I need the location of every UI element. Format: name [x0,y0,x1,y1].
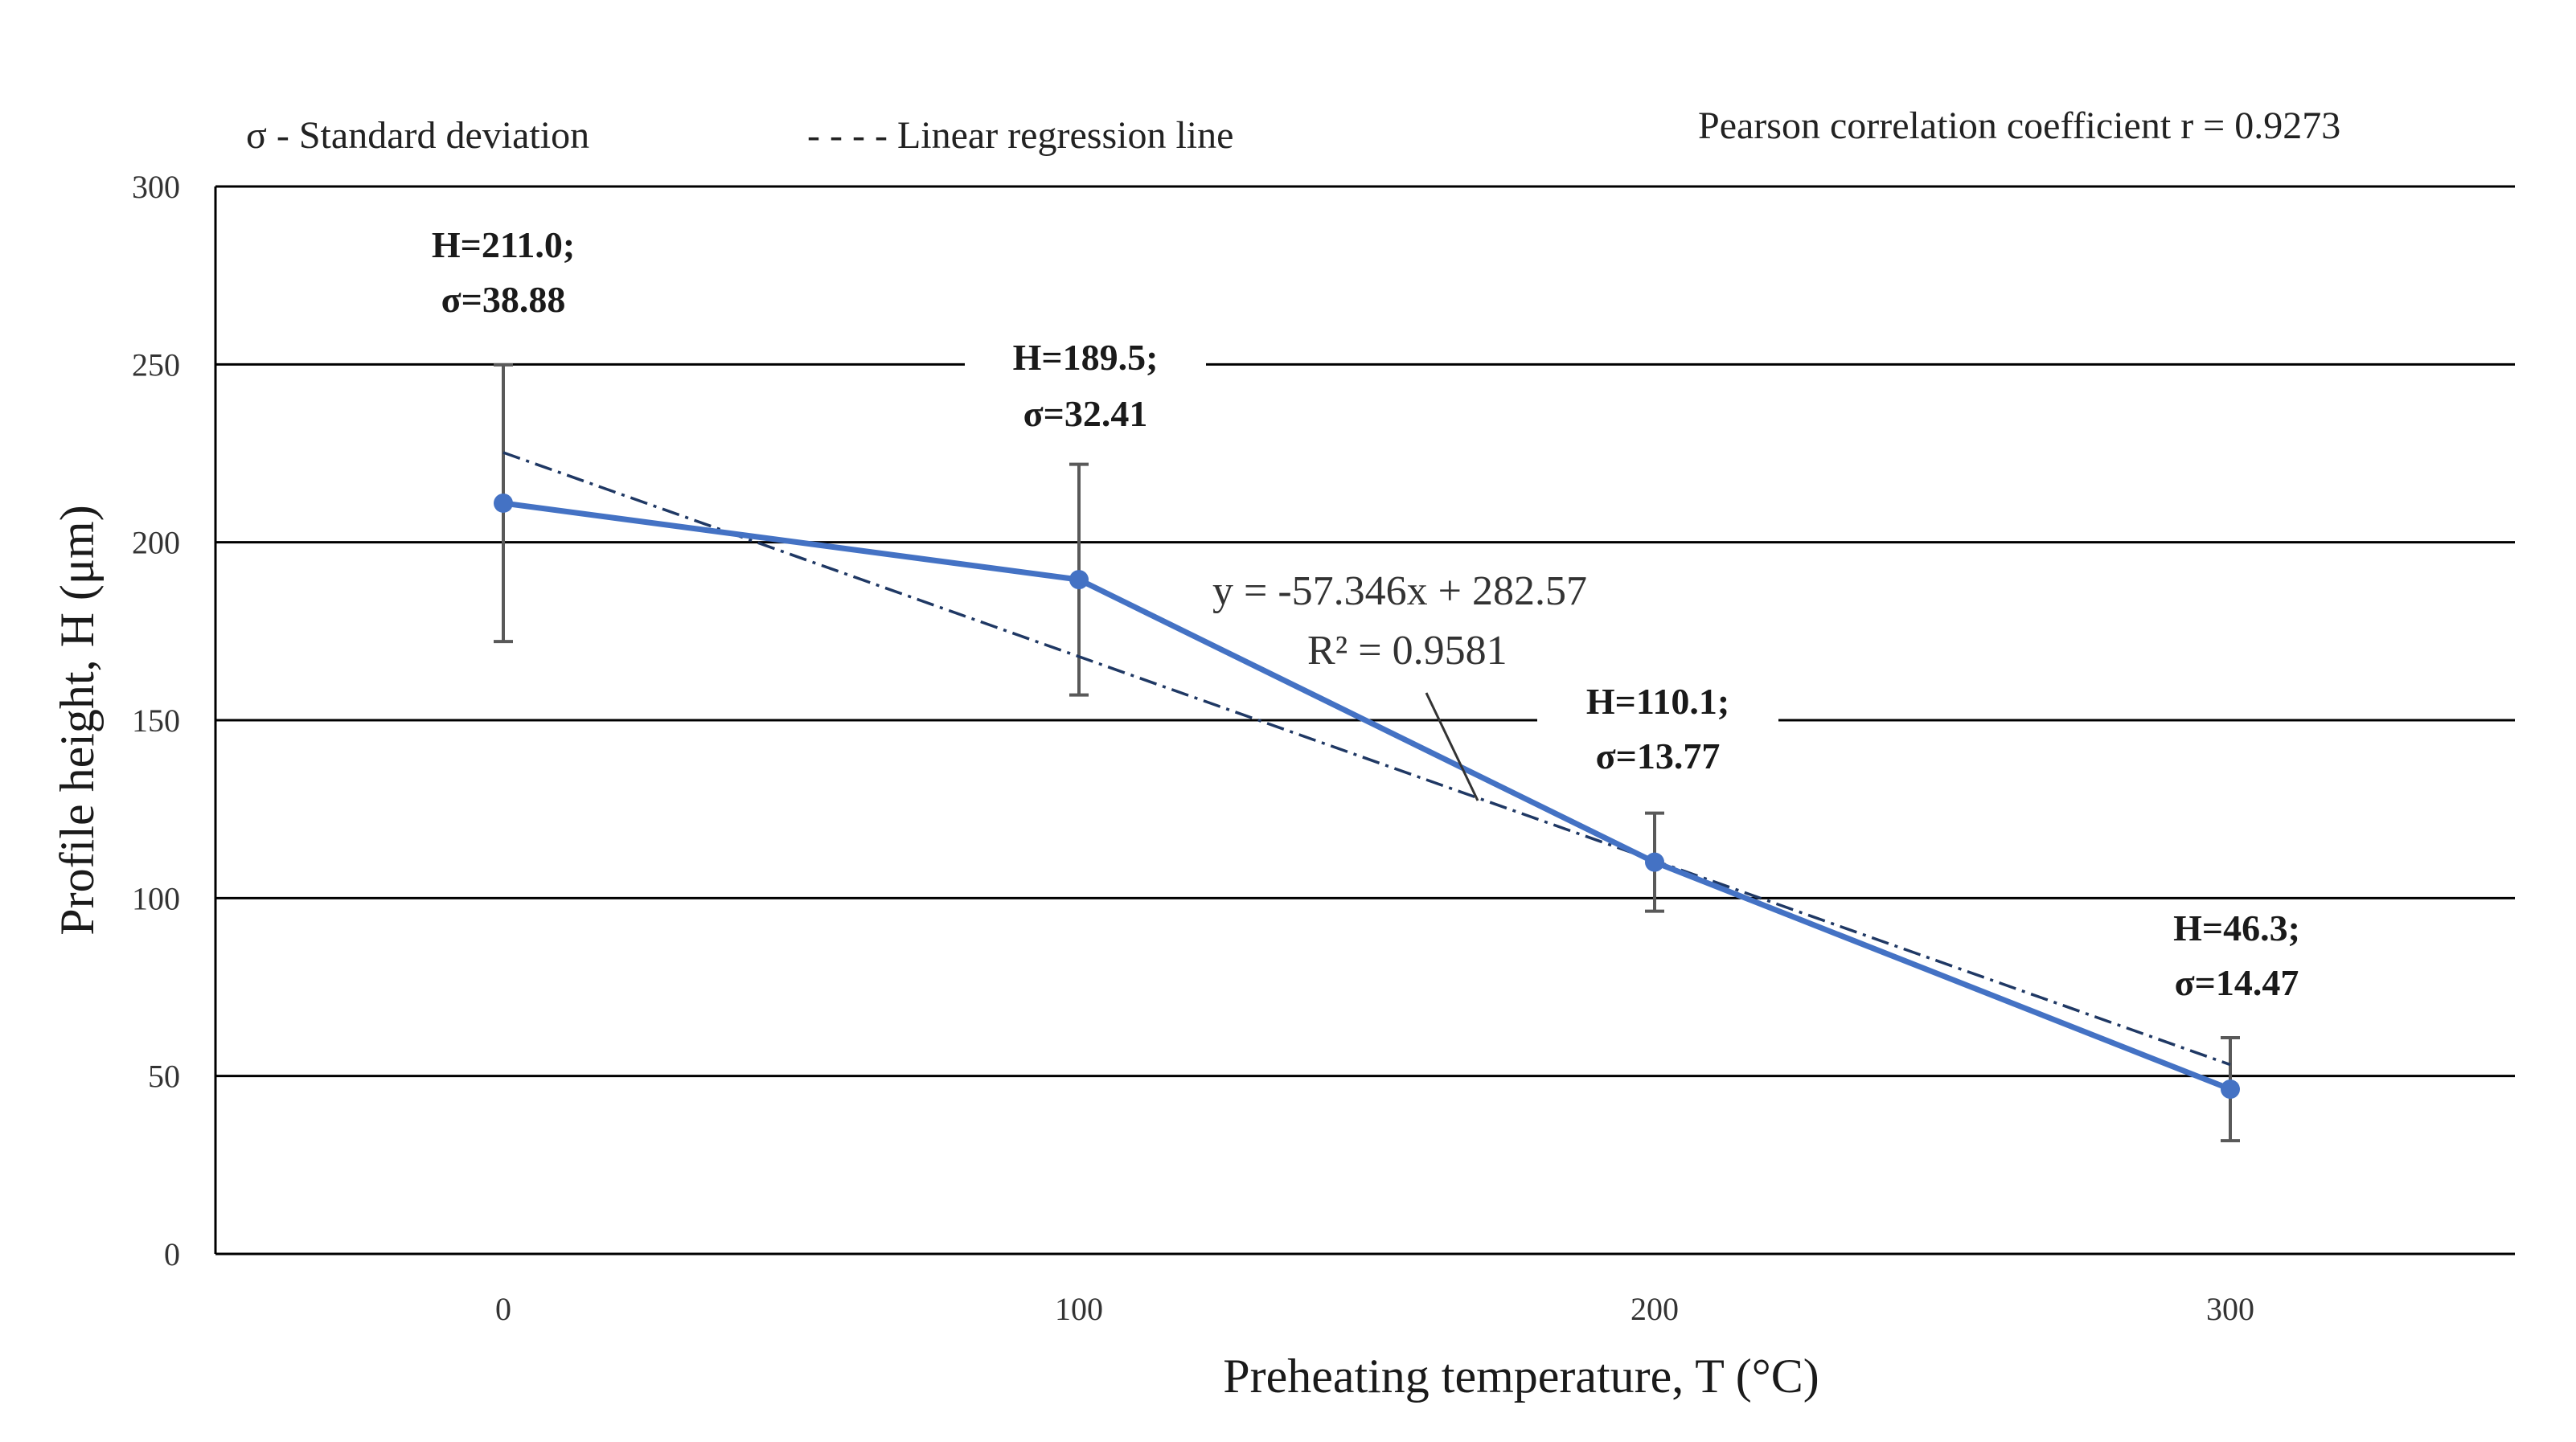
y-tick-label-100: 100 [132,880,180,916]
x-tick-label-100: 100 [1055,1291,1103,1327]
data-label-sigma-2: σ=13.77 [1596,735,1721,776]
data-label-h-1: H=189.5; [1013,337,1159,378]
equation-leader-line [1425,692,1479,801]
data-label-bg-3 [2116,900,2357,1013]
data-label-sigma-1: σ=32.41 [1023,393,1148,434]
y-tick-labels: 0 50 100 150 200 250 300 [132,169,180,1272]
y-tick-label-150: 150 [132,703,180,739]
y-tick-label-200: 200 [132,525,180,561]
data-point-1 [1069,570,1089,590]
x-tick-label-0: 0 [495,1291,511,1327]
data-point-2 [1645,852,1664,872]
regression-equation: y = -57.346x + 282.57 [1212,568,1587,614]
y-tick-label-300: 300 [132,169,180,205]
y-tick-label-250: 250 [132,346,180,383]
legend-regression: - - - - Linear regression line [807,114,1233,157]
x-tick-label-200: 200 [1631,1291,1679,1327]
y-tick-label-0: 0 [164,1236,180,1272]
x-tick-labels: 0 100 200 300 [495,1291,2254,1327]
series-group [494,493,2240,1100]
data-point-3 [2221,1079,2240,1100]
regression-line [502,451,2231,1067]
y-tick-label-50: 50 [148,1059,180,1095]
data-label-sigma-0: σ=38.88 [441,279,566,320]
gridlines [214,185,2515,1256]
regression-line-group [502,451,2231,1067]
data-label-h-2: H=110.1; [1586,681,1729,722]
x-tick-label-300: 300 [2206,1291,2254,1327]
y-axis-title: Profile height, H (μm) [51,505,104,935]
data-point-0 [494,493,513,513]
data-label-h-0: H=211.0; [432,224,575,265]
data-label-bg-1 [965,330,1206,442]
data-label-h-3: H=46.3; [2173,907,2300,948]
regression-r2: R² = 0.9581 [1307,628,1507,674]
data-labels: H=211.0; σ=38.88 H=189.5; σ=32.41 H=110.1; σ=… [383,217,2357,1013]
series-line [502,500,2232,1092]
legend-std: σ - Standard deviation [246,114,589,157]
data-label-bg-2 [1537,674,1778,786]
data-label-bg-0 [383,217,624,330]
pearson-label: Pearson correlation coefficient r = 0.92… [1698,104,2340,147]
data-label-sigma-3: σ=14.47 [2175,962,2299,1003]
x-axis-title: Preheating temperature, T (°C) [1223,1350,1819,1403]
